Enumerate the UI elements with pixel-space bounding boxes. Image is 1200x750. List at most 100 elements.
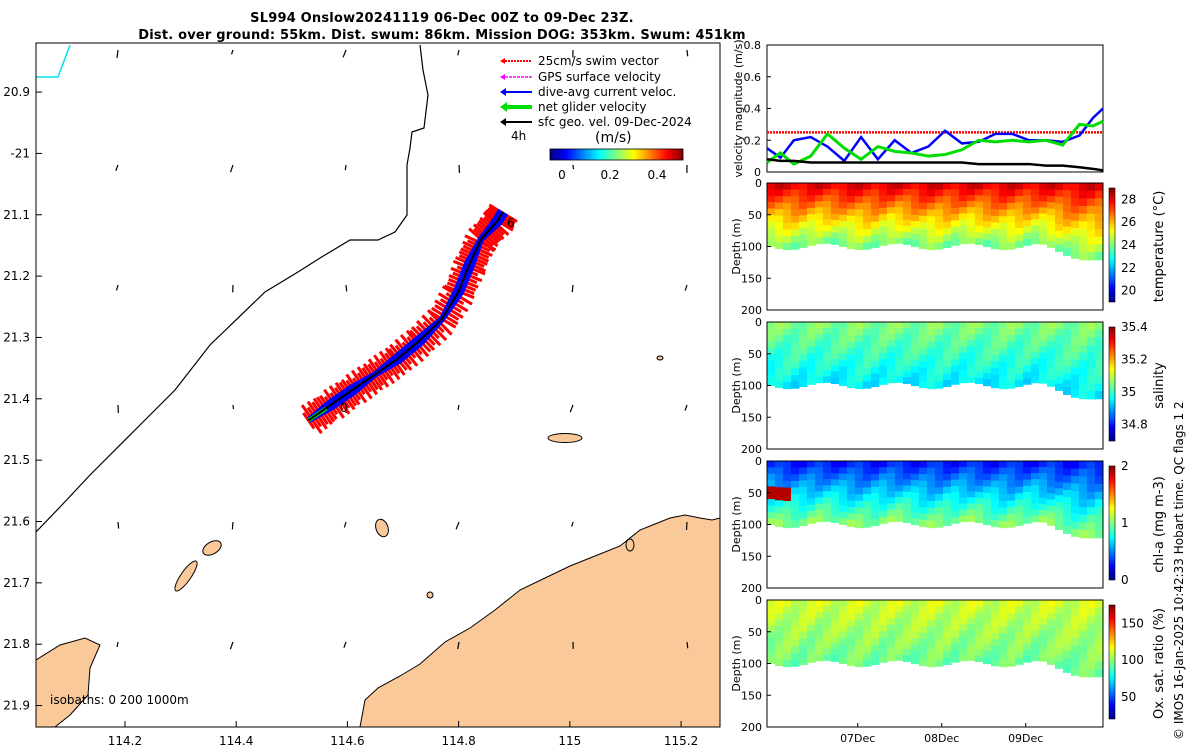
section-cell (1071, 352, 1080, 361)
section-cell (943, 612, 952, 620)
depth-tick-label: 50 (748, 626, 762, 639)
section-cell (1063, 526, 1072, 534)
section-cell (951, 220, 960, 228)
section-cell (1095, 213, 1104, 222)
section-cell (887, 630, 896, 637)
section-cell (903, 232, 912, 239)
colorbar-tick-label: 26 (1121, 215, 1136, 229)
section-cell (983, 644, 992, 652)
section-cell (1071, 615, 1080, 624)
section-cell (895, 352, 904, 359)
section-cell (1063, 233, 1072, 242)
section-cell (887, 461, 896, 468)
section-cell (959, 213, 968, 220)
section-cell (943, 189, 952, 197)
section-cell (847, 652, 856, 660)
section-cell (1039, 183, 1048, 190)
section-cell (839, 328, 848, 336)
section-cell (1031, 370, 1040, 378)
section-cell (783, 474, 792, 482)
section-cell (1031, 461, 1040, 468)
colorbar-tick-label: 35.2 (1121, 353, 1148, 367)
section-cell (1023, 232, 1032, 240)
section-cell (1055, 502, 1064, 510)
section-cell (799, 467, 808, 475)
section-cell (823, 237, 832, 244)
section-cell (799, 632, 808, 640)
section-cell (1055, 183, 1064, 191)
section-cell (967, 219, 976, 226)
section-cell (1095, 638, 1104, 647)
section-cell (775, 380, 784, 389)
section-cell (807, 334, 816, 342)
section-cell (783, 633, 792, 641)
section-cell (919, 183, 928, 191)
section-cell (855, 322, 864, 330)
section-cell (967, 225, 976, 232)
section-cell (967, 618, 976, 625)
section-cell (983, 322, 992, 329)
section-cell (927, 196, 936, 204)
section-cell (919, 500, 928, 508)
section-cell (1047, 480, 1056, 488)
section-cell (879, 479, 888, 487)
section-cell (1095, 252, 1104, 261)
section-cell (927, 189, 936, 197)
section-cell (983, 341, 992, 348)
section-cell (919, 461, 928, 469)
section-cell (959, 183, 968, 190)
section-cell (871, 486, 880, 494)
section-cell (887, 334, 896, 341)
section-cell (1063, 248, 1072, 256)
section-cell (1007, 335, 1016, 343)
section-cell (927, 507, 936, 515)
depth-axis-label: Depth (m) (730, 496, 743, 552)
section-cell (1055, 474, 1064, 483)
section-cell (999, 633, 1008, 641)
section-cell (783, 646, 792, 654)
section-cell (935, 235, 944, 244)
section-cell (991, 348, 1000, 356)
section-cell (799, 328, 808, 336)
section-cell (1047, 183, 1056, 190)
section-cell (943, 322, 952, 329)
section-cell (775, 228, 784, 236)
section-cell (839, 202, 848, 209)
section-cell (911, 499, 920, 507)
section-cell (895, 201, 904, 208)
section-cell (983, 195, 992, 203)
section-cell (815, 642, 824, 650)
legend-swim-vector: 25cm/s swim vector (500, 54, 659, 68)
section-cell (775, 626, 784, 634)
section-cell (911, 606, 920, 614)
section-cell (919, 196, 928, 204)
section-cell (791, 361, 800, 369)
section-cell (1047, 518, 1056, 526)
section-cell (975, 643, 984, 650)
section-cell (783, 494, 792, 502)
section-cell (959, 358, 968, 365)
section-cell (919, 619, 928, 627)
section-cell (975, 461, 984, 468)
section-cell (831, 219, 840, 227)
section-cell (855, 494, 864, 502)
section-cell (879, 643, 888, 651)
section-cell (799, 499, 808, 507)
section-cell (799, 367, 808, 375)
section-cell (1023, 606, 1032, 613)
section-cell (1055, 237, 1064, 246)
section-cell (1095, 461, 1104, 470)
section-cell (1087, 507, 1096, 516)
section-cell (1079, 322, 1088, 331)
section-cell (1007, 474, 1016, 482)
section-cell (951, 606, 960, 613)
section-cell (863, 600, 872, 608)
section-cell (1095, 360, 1104, 369)
section-cell (791, 480, 800, 488)
section-cell (1039, 509, 1048, 517)
section-cell (847, 341, 856, 349)
section-cell (1063, 336, 1072, 345)
section-cell (1047, 195, 1056, 203)
section-cell (927, 341, 936, 350)
colorbar-tick-label: 22 (1121, 261, 1136, 275)
